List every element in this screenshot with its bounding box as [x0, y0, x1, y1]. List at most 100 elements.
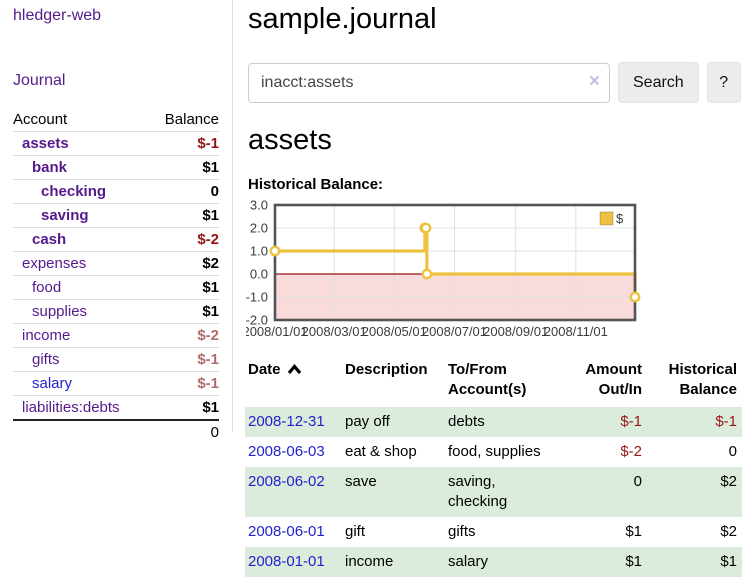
data-point-marker: [421, 268, 433, 280]
page-title: sample.journal: [248, 3, 437, 35]
chart-canvas[interactable]: 2008/01/012008/03/012008/05/012008/07/01…: [242, 198, 644, 342]
y-tick-label: -2.0: [246, 313, 268, 328]
account-link-saving[interactable]: saving: [41, 207, 89, 224]
account-link-income[interactable]: income: [22, 327, 71, 344]
legend-swatch: [599, 211, 614, 226]
sort-ascending-icon: [287, 364, 301, 375]
transaction-description: eat & shop: [345, 443, 417, 460]
account-link-food[interactable]: food: [32, 279, 62, 296]
transaction-accounts: saving, checking: [448, 473, 508, 510]
accounts-header-row: Account Balance: [13, 108, 219, 132]
account-balance: $-2: [149, 323, 219, 348]
search-form: × Search ?: [248, 62, 742, 103]
account-link-supplies[interactable]: supplies: [32, 303, 88, 320]
sidebar: hledger-web Journal Account Balance asse…: [0, 0, 233, 444]
transaction-date-link[interactable]: 2008-06-02: [248, 473, 325, 490]
transaction-date-link[interactable]: 2008-06-01: [248, 523, 325, 540]
account-row: salary $-1: [13, 371, 219, 396]
account-balance: $1: [149, 275, 219, 300]
help-button[interactable]: ?: [706, 62, 741, 103]
brand-link[interactable]: hledger-web: [13, 7, 102, 24]
transaction-balance: $2: [720, 523, 737, 540]
transaction-date-link[interactable]: 2008-01-01: [248, 553, 325, 570]
account-balance: $-1: [149, 347, 219, 372]
sidebar-item-journal[interactable]: Journal: [13, 72, 66, 89]
balance-column-header: Historical Balance: [668, 361, 737, 398]
account-balance: $-1: [149, 371, 219, 396]
accounts-total: 0: [149, 419, 219, 444]
account-link-checking[interactable]: checking: [41, 183, 107, 200]
date-column-header[interactable]: Date: [245, 358, 342, 407]
y-tick-label: 1.0: [250, 244, 268, 259]
transaction-description: save: [345, 473, 377, 490]
transaction-balance: $2: [720, 473, 737, 490]
account-link-salary[interactable]: salary: [32, 375, 73, 392]
account-balance: $-1: [149, 131, 219, 156]
account-balance: $2: [149, 251, 219, 276]
account-row: assets $-1: [13, 131, 219, 156]
account-column-header: Account: [13, 108, 150, 132]
transaction-amount: $1: [625, 553, 642, 570]
account-row: liabilities:debts $1: [13, 395, 219, 421]
account-link-cash[interactable]: cash: [32, 231, 67, 248]
account-row: expenses $2: [13, 251, 219, 276]
search-box: ×: [248, 62, 610, 103]
transaction-amount: 0: [633, 473, 642, 490]
transaction-description: income: [345, 553, 394, 570]
account-row: checking 0: [13, 179, 219, 204]
clear-search-icon[interactable]: ×: [588, 70, 600, 92]
data-point-marker: [629, 291, 641, 303]
transaction-date-link[interactable]: 2008-06-03: [248, 443, 325, 460]
account-row: income $-2: [13, 323, 219, 348]
transaction-date-link[interactable]: 2008-12-31: [248, 413, 325, 430]
transaction-accounts: food, supplies: [448, 443, 541, 460]
transaction-accounts: salary: [448, 553, 489, 570]
account-row: supplies $1: [13, 299, 219, 324]
register-row: 2008-12-31 pay off debts $-1 $-1: [245, 407, 742, 437]
transaction-amount: $-1: [620, 413, 642, 430]
transaction-balance: $1: [720, 553, 737, 570]
register-row: 2008-06-03 eat & shop food, supplies $-2…: [245, 437, 742, 467]
register-row: 2008-01-01 income salary $1 $1: [245, 547, 742, 577]
chart-title: Historical Balance:: [248, 176, 384, 193]
transaction-accounts: debts: [448, 413, 485, 430]
description-column-header: Description: [345, 361, 428, 378]
data-point-marker: [420, 222, 432, 234]
x-tick-label: 2008/03/01: [302, 324, 367, 339]
transaction-balance: $-1: [715, 413, 737, 430]
account-column-header: To/From Account(s): [448, 361, 527, 398]
search-input[interactable]: [248, 62, 610, 103]
y-tick-label: 3.0: [250, 200, 268, 213]
account-link-liabilities-debts[interactable]: liabilities:debts: [22, 399, 120, 416]
register-row: 2008-06-01 gift gifts $1 $2: [245, 517, 742, 547]
account-balance: 0: [149, 179, 219, 204]
x-tick-label: 2008/09/01: [483, 324, 548, 339]
search-button[interactable]: Search: [618, 62, 699, 103]
account-row: saving $1: [13, 203, 219, 228]
data-point-marker: [269, 245, 281, 257]
account-link-gifts[interactable]: gifts: [32, 351, 60, 368]
x-tick-label: 2008/07/01: [422, 324, 487, 339]
historical-balance-chart[interactable]: 2008/01/01 2008/03/01 2008/05/01 2008/07/01…: [242, 198, 644, 342]
account-balance: $-2: [149, 227, 219, 252]
account-link-bank[interactable]: bank: [32, 159, 68, 176]
account-balance: $1: [149, 299, 219, 324]
register-row: 2008-06-02 save saving, checking 0 $2: [245, 467, 742, 517]
account-balance: $1: [149, 395, 219, 421]
legend-label: $: [616, 211, 624, 226]
account-link-assets[interactable]: assets: [22, 135, 69, 152]
transaction-balance: 0: [728, 443, 737, 460]
transaction-description: gift: [345, 523, 366, 540]
x-tick-label: 2008/05/01: [362, 324, 427, 339]
plot-border: [273, 203, 637, 322]
account-row: food $1: [13, 275, 219, 300]
account-row: cash $-2: [13, 227, 219, 252]
accounts-table: Account Balance assets $-1 bank $1 check…: [13, 108, 219, 444]
account-heading: assets: [248, 124, 332, 156]
account-link-expenses[interactable]: expenses: [22, 255, 87, 272]
account-row: gifts $-1: [13, 347, 219, 372]
account-balance: $1: [149, 155, 219, 180]
transaction-accounts: gifts: [448, 523, 476, 540]
register-header-row: Date Description To/From Account(s) Amou…: [245, 358, 742, 407]
